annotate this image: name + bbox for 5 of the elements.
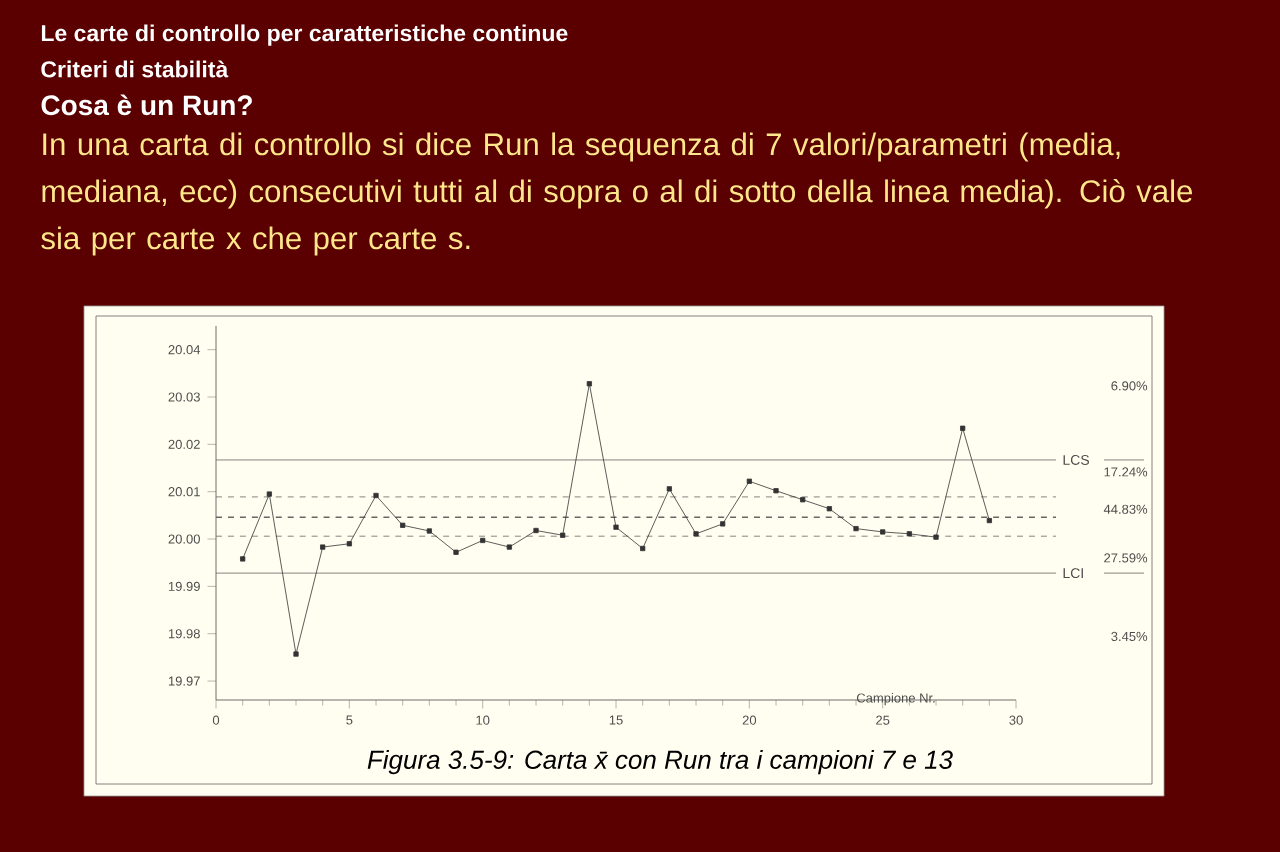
text: Figura 3.5-9: Carta x̄ con Run tra i campioni 7 e 13 [367, 749, 953, 775]
text: In una carta di controllo si dice Run la sequenza di 7 valori/parametri (media, mediana, ecc) consecutivi tutti al di sopra o al di sotto della linea media). Ciò vale sia per carte x che per carte s. [41, 132, 1193, 256]
text: Cosa è un Run? [41, 94, 252, 116]
chart-subtitle: Criteri di stabilità [41, 60, 229, 78]
chart-title: Le carte di controllo per caratteristiche continue [41, 24, 568, 46]
